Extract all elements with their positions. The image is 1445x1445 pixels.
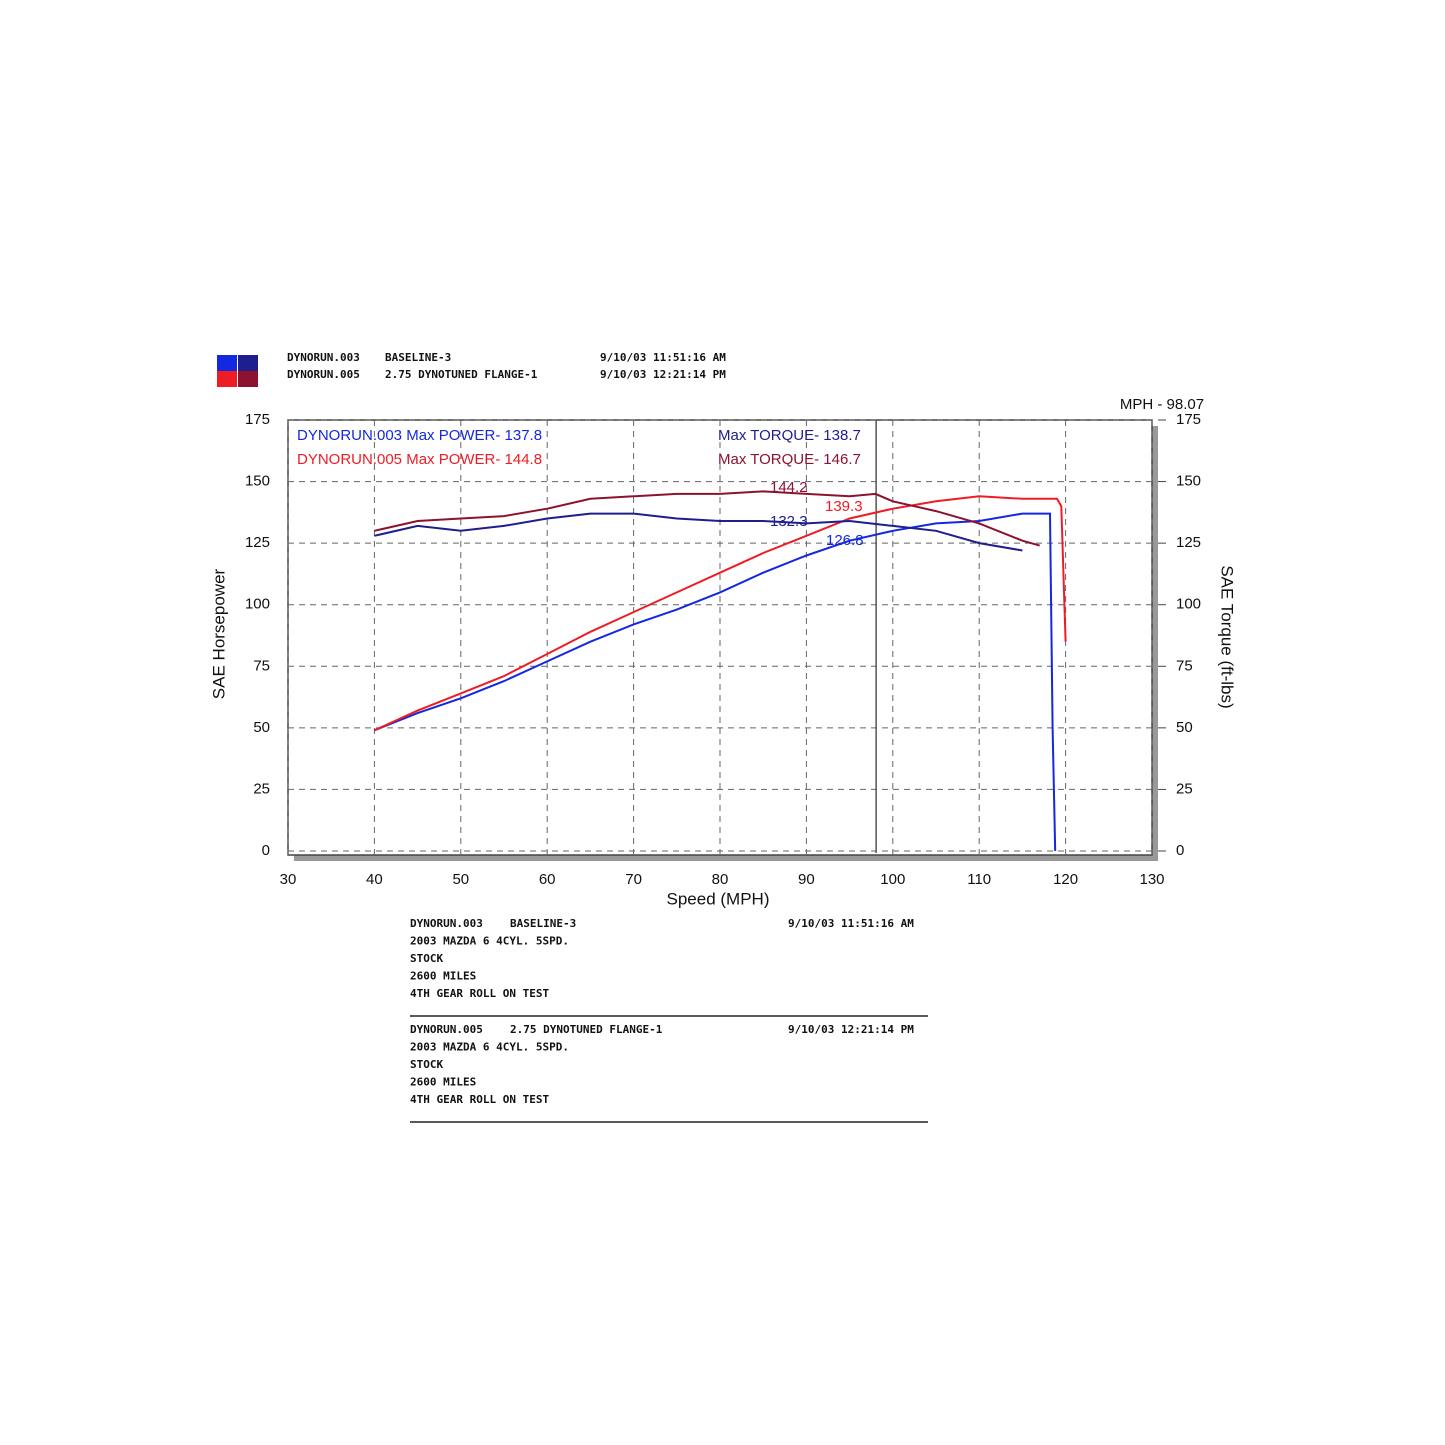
cursor-value: 139.3 bbox=[825, 498, 863, 515]
data-line bbox=[374, 512, 1023, 552]
annotation: Max TORQUE- 146.7 bbox=[718, 451, 861, 468]
swatch bbox=[238, 371, 258, 387]
y2-tick-label: 150 bbox=[1176, 473, 1201, 490]
y-tick-label: 50 bbox=[253, 719, 270, 736]
note-line: 2600 MILES bbox=[410, 1076, 476, 1089]
x-tick-label: 90 bbox=[798, 871, 815, 888]
x-tick-label: 100 bbox=[880, 871, 905, 888]
note-run: DYNORUN.005 bbox=[410, 1023, 483, 1036]
y-tick-label: 25 bbox=[253, 780, 270, 797]
y2-tick-label: 75 bbox=[1176, 657, 1193, 674]
note-line: STOCK bbox=[410, 1058, 443, 1071]
y-tick-label: 125 bbox=[245, 534, 270, 551]
cursor-value: 144.2 bbox=[770, 479, 808, 496]
x-tick-label: 130 bbox=[1139, 871, 1164, 888]
y2-tick-label: 0 bbox=[1176, 842, 1184, 859]
note-run: DYNORUN.003 bbox=[410, 917, 483, 930]
y-tick-label: 175 bbox=[245, 411, 270, 428]
y2-tick-label: 50 bbox=[1176, 719, 1193, 736]
x-tick-label: 40 bbox=[366, 871, 383, 888]
swatch bbox=[238, 355, 258, 371]
annotation: Max TORQUE- 138.7 bbox=[718, 427, 861, 444]
data-line bbox=[374, 512, 1057, 852]
y-tick-label: 75 bbox=[253, 657, 270, 674]
run-date: 9/10/03 12:21:14 PM bbox=[600, 368, 726, 381]
swatch bbox=[217, 355, 237, 371]
y-axis-label: SAE Horsepower bbox=[209, 568, 228, 699]
x-tick-label: 30 bbox=[280, 871, 297, 888]
note-desc: 2.75 DYNOTUNED FLANGE-1 bbox=[510, 1023, 663, 1036]
y-tick-label: 150 bbox=[245, 473, 270, 490]
data-line bbox=[374, 490, 1040, 547]
x-tick-label: 70 bbox=[625, 871, 642, 888]
note-date: 9/10/03 11:51:16 AM bbox=[788, 917, 914, 930]
plot-area bbox=[287, 419, 1153, 856]
y2-tick-label: 125 bbox=[1176, 534, 1201, 551]
y2-tick-label: 25 bbox=[1176, 780, 1193, 797]
x-tick-label: 60 bbox=[539, 871, 556, 888]
note-line: 2600 MILES bbox=[410, 970, 476, 983]
note-line: STOCK bbox=[410, 952, 443, 965]
note-line: 2003 MAZDA 6 4CYL. 5SPD. bbox=[410, 1041, 569, 1054]
annotation: DYNORUN.003 Max POWER- 137.8 bbox=[297, 427, 542, 444]
x-tick-label: 120 bbox=[1053, 871, 1078, 888]
note-line: 4TH GEAR ROLL ON TEST bbox=[410, 1093, 549, 1106]
data-line bbox=[373, 495, 1067, 732]
cursor-label: MPH - 98.07 bbox=[1120, 396, 1204, 413]
y-tick-label: 100 bbox=[245, 596, 270, 613]
x-axis-label: Speed (MPH) bbox=[667, 889, 770, 908]
x-tick-label: 110 bbox=[967, 871, 991, 888]
note-desc: BASELINE-3 bbox=[510, 917, 576, 930]
y-tick-label: 0 bbox=[262, 842, 270, 859]
y2-tick-label: 100 bbox=[1176, 596, 1201, 613]
cursor-value: 126.8 bbox=[826, 532, 864, 549]
x-tick-label: 50 bbox=[452, 871, 469, 888]
run-date: 9/10/03 11:51:16 AM bbox=[600, 351, 726, 364]
y2-tick-label: 175 bbox=[1176, 411, 1201, 428]
run-name: DYNORUN.003 bbox=[287, 351, 360, 364]
x-tick-label: 80 bbox=[712, 871, 729, 888]
y2-axis-label: SAE Torque (ft-lbs) bbox=[1218, 565, 1237, 708]
run-desc: BASELINE-3 bbox=[385, 351, 451, 364]
note-line: 4TH GEAR ROLL ON TEST bbox=[410, 987, 549, 1000]
run-name: DYNORUN.005 bbox=[287, 368, 360, 381]
annotation: DYNORUN.005 Max POWER- 144.8 bbox=[297, 451, 542, 468]
run-desc: 2.75 DYNOTUNED FLANGE-1 bbox=[385, 368, 538, 381]
note-line: 2003 MAZDA 6 4CYL. 5SPD. bbox=[410, 935, 569, 948]
swatch bbox=[217, 371, 237, 387]
cursor-value: 132.3 bbox=[770, 513, 808, 530]
note-date: 9/10/03 12:21:14 PM bbox=[788, 1023, 914, 1036]
